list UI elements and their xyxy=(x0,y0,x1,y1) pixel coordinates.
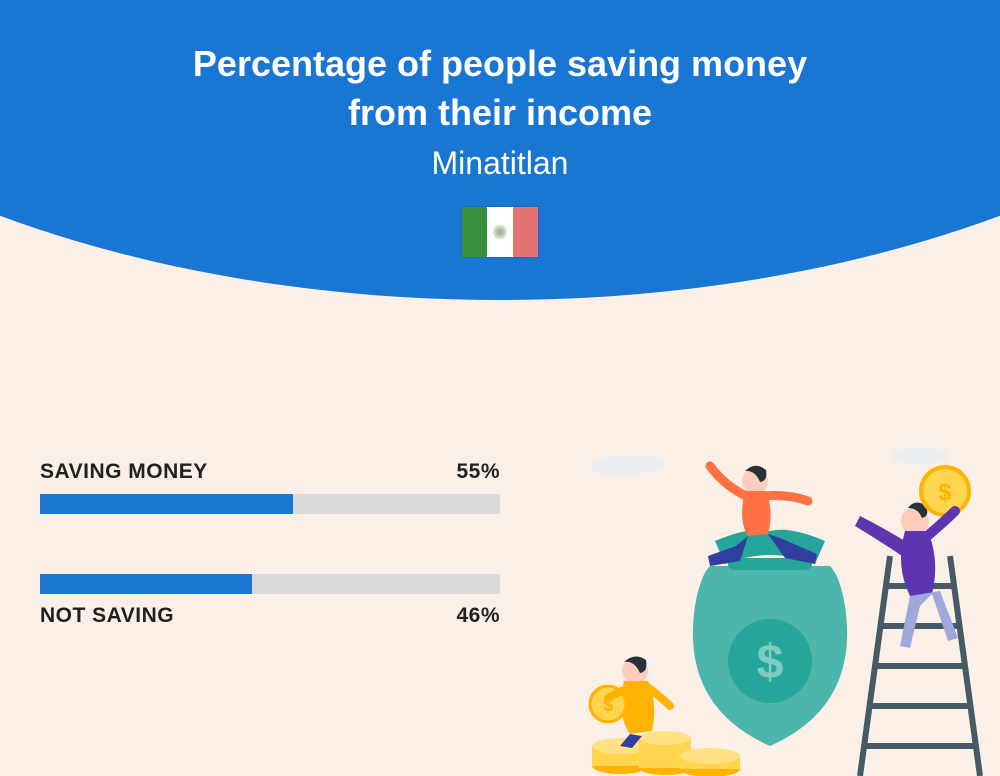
flag-stripe-red xyxy=(513,207,538,257)
title-line-2: from their income xyxy=(348,92,652,133)
bar-label: NOT SAVING xyxy=(40,604,174,628)
bar-track xyxy=(40,574,500,594)
coin-stack-icon xyxy=(592,731,740,776)
flag-stripe-green xyxy=(462,207,487,257)
bars-area: SAVING MONEY 55% NOT SAVING 46% xyxy=(40,460,500,688)
title-line-1: Percentage of people saving money xyxy=(193,43,807,84)
page-title: Percentage of people saving money from t… xyxy=(0,40,1000,137)
bar-saving-money: SAVING MONEY 55% xyxy=(40,460,500,514)
page-subtitle: Minatitlan xyxy=(0,145,1000,182)
bar-label: SAVING MONEY xyxy=(40,460,208,484)
flag-stripe-white xyxy=(487,207,512,257)
bar-fill xyxy=(40,574,252,594)
bar-head: NOT SAVING 46% xyxy=(40,604,500,628)
bar-fill xyxy=(40,494,293,514)
bar-value: 46% xyxy=(456,604,500,628)
bar-not-saving: NOT SAVING 46% xyxy=(40,574,500,628)
mexico-flag-icon xyxy=(461,206,539,258)
bar-value: 55% xyxy=(456,460,500,484)
savings-illustration: $ $ xyxy=(560,446,990,776)
header: Percentage of people saving money from t… xyxy=(0,0,1000,262)
bar-head: SAVING MONEY 55% xyxy=(40,460,500,484)
flag-emblem-icon xyxy=(493,225,507,239)
bar-track xyxy=(40,494,500,514)
svg-text:$: $ xyxy=(938,479,952,506)
svg-text:$: $ xyxy=(757,636,784,689)
